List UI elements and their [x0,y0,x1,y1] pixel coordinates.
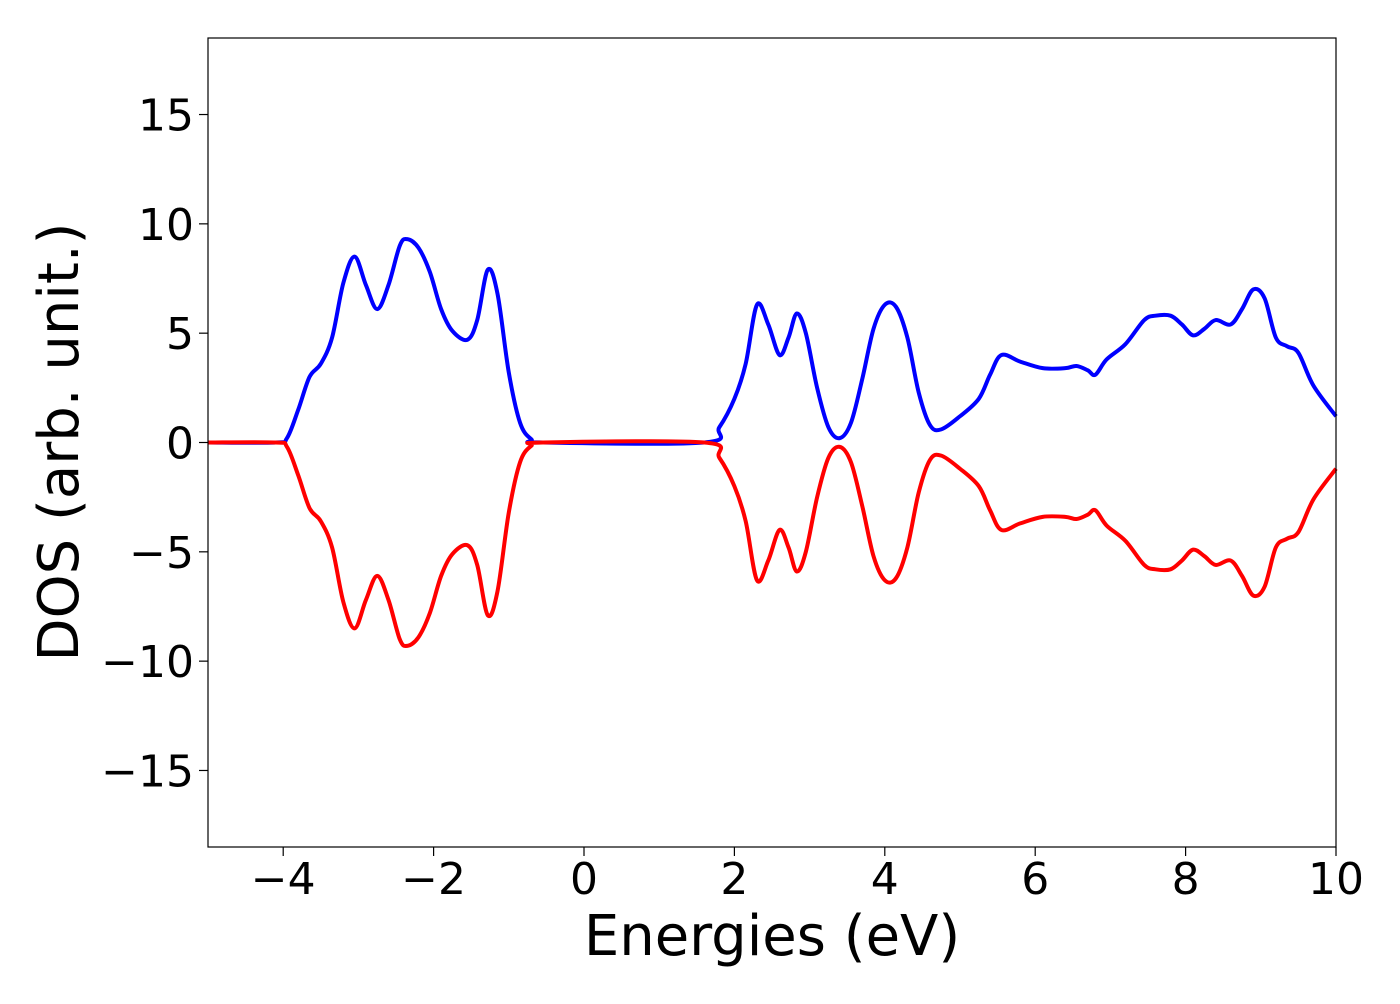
y-tick-label: 0 [166,419,194,470]
y-axis-ticks: −15 −10 −5 0 5 10 15 [101,91,208,797]
x-tick-label: 0 [570,854,598,905]
dos-spin-up-line [207,236,1338,446]
y-axis-label: DOS (arb. unit.) [27,222,92,661]
x-tick-label: −2 [401,854,466,905]
x-tick-label: 6 [1021,854,1049,905]
x-tick-label: 10 [1308,854,1364,905]
x-tick-label: 2 [720,854,748,905]
plot-lines [207,236,1338,649]
x-axis-label: Energies (eV) [584,904,960,969]
x-tick-label: −4 [251,854,316,905]
dos-spin-down-line [207,439,1338,649]
x-tick-label: 4 [871,854,899,905]
y-tick-label: −5 [129,528,194,579]
x-tick-label: 8 [1172,854,1200,905]
y-tick-label: 5 [166,309,194,360]
x-axis-ticks: −4 −2 0 2 4 6 8 10 [251,847,1364,905]
y-tick-label: −10 [101,637,194,688]
y-tick-label: 15 [138,91,194,142]
y-tick-label: −15 [101,746,194,797]
y-tick-label: 10 [138,200,194,251]
